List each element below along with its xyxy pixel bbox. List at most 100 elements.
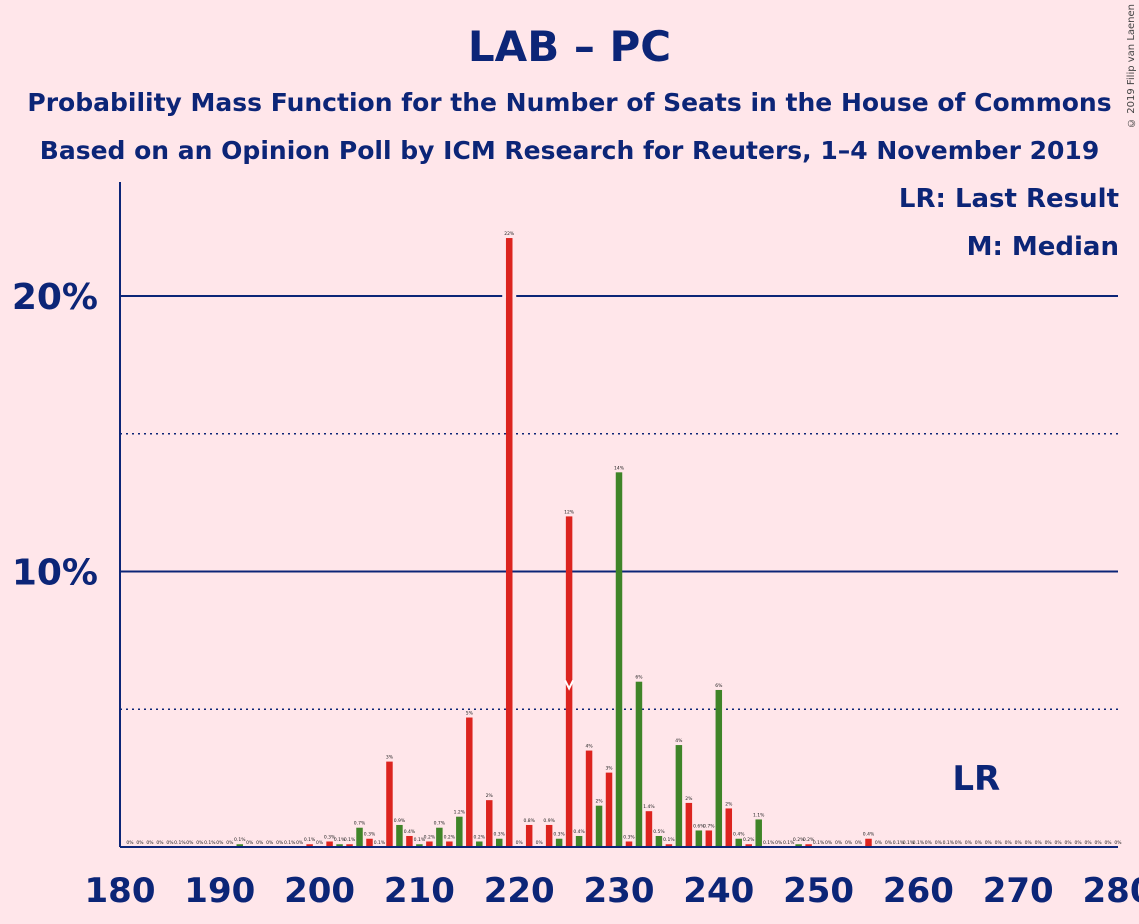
bar-value-label: 0% xyxy=(1084,840,1092,846)
bar-value-label: 0.1% xyxy=(763,840,775,846)
bar-value-label: 0.2% xyxy=(803,837,815,843)
bar xyxy=(565,516,573,847)
bar-value-label: 0% xyxy=(296,840,304,846)
bar xyxy=(436,827,443,847)
bar-value-label: 0.2% xyxy=(743,837,755,843)
bar xyxy=(715,689,723,847)
bar-value-label: 0% xyxy=(246,840,254,846)
bar-value-label: 2% xyxy=(685,796,693,802)
bar-value-label: 0.2% xyxy=(444,834,456,840)
bar-value-label: 0.4% xyxy=(404,829,416,835)
bar-value-label: 12% xyxy=(564,509,575,515)
bar-value-label: 0.2% xyxy=(474,834,486,840)
bar xyxy=(545,824,553,847)
bar-value-label: 0.1% xyxy=(374,840,386,846)
bar-value-label: 0% xyxy=(955,840,963,846)
bar-value-label: 0% xyxy=(126,840,134,846)
bar-value-label: 0% xyxy=(1104,840,1112,846)
bar xyxy=(356,827,363,847)
bar-value-label: 0.8% xyxy=(523,818,535,824)
bar-value-label: 3% xyxy=(605,766,613,772)
bar-value-label: 0.5% xyxy=(653,829,665,835)
bar-value-label: 0.3% xyxy=(324,834,336,840)
bar xyxy=(336,844,343,847)
bar xyxy=(595,805,603,847)
bar-value-label: 0% xyxy=(146,840,154,846)
bar-value-label: 0.1% xyxy=(893,840,905,846)
bar-value-label: 0.3% xyxy=(494,832,506,838)
bar xyxy=(446,841,453,847)
bar-value-label: 0.2% xyxy=(793,837,805,843)
x-tick-label: 220 xyxy=(484,871,555,911)
bar xyxy=(236,844,244,847)
bar xyxy=(366,838,373,847)
bar xyxy=(605,772,613,847)
bar xyxy=(416,844,423,847)
bar-value-label: 14% xyxy=(614,465,625,471)
bar-value-label: 0.3% xyxy=(623,834,635,840)
bar-value-label: 0% xyxy=(516,840,524,846)
bar-value-label: 0.1% xyxy=(284,840,296,846)
bar xyxy=(725,808,733,847)
last-result-marker: LR xyxy=(952,759,1000,799)
bar-value-label: 0.1% xyxy=(783,840,795,846)
median-marker xyxy=(564,680,574,691)
bar-value-label: 5% xyxy=(466,711,474,717)
bar-value-label: 0% xyxy=(186,840,194,846)
bar-value-label: 0% xyxy=(775,840,783,846)
bar xyxy=(665,844,673,847)
bar-value-label: 0% xyxy=(875,840,883,846)
bar-value-label: 0% xyxy=(1055,840,1063,846)
bar-value-label: 0% xyxy=(1065,840,1073,846)
bar xyxy=(745,844,752,847)
bar-value-label: 0% xyxy=(166,840,174,846)
bar-value-label: 2% xyxy=(725,801,733,807)
bar xyxy=(525,824,533,847)
bar-value-label: 0% xyxy=(276,840,284,846)
bar-value-label: 0.4% xyxy=(863,832,875,838)
bar-value-label: 2% xyxy=(595,799,603,805)
bar xyxy=(486,800,493,847)
bar xyxy=(396,824,403,847)
bar-value-label: 0.3% xyxy=(553,832,565,838)
bar xyxy=(346,844,353,847)
bar xyxy=(685,802,693,847)
bar-value-label: 0.1% xyxy=(334,837,346,843)
bar-value-label: 2% xyxy=(486,793,494,799)
bar-value-label: 3% xyxy=(386,755,394,761)
bar xyxy=(406,835,413,847)
y-tick-label: 20% xyxy=(12,277,98,318)
bar xyxy=(805,844,812,847)
x-tick-label: 280 xyxy=(1083,871,1139,911)
bar-value-label: 0.7% xyxy=(434,821,446,827)
x-tick-label: 250 xyxy=(783,871,854,911)
bar xyxy=(755,819,762,847)
bar xyxy=(645,811,653,847)
bar xyxy=(466,717,473,847)
legend-last-result: LR: Last Result xyxy=(898,184,1119,214)
bar xyxy=(505,238,513,847)
bar-value-label: 0% xyxy=(885,840,893,846)
bar-value-label: 6% xyxy=(635,675,643,681)
chart-title: LAB – PC xyxy=(467,22,672,71)
bar-value-label: 0% xyxy=(1114,840,1122,846)
x-tick-label: 240 xyxy=(683,871,754,911)
bar-value-label: 0.1% xyxy=(913,840,925,846)
bar xyxy=(555,838,563,847)
bar-value-label: 0% xyxy=(536,840,544,846)
bar xyxy=(655,835,663,847)
bar-value-label: 0% xyxy=(995,840,1003,846)
bar-value-label: 0% xyxy=(256,840,264,846)
bar-value-label: 1.1% xyxy=(753,812,765,818)
bar-value-label: 0.9% xyxy=(394,818,406,824)
bar-value-label: 0% xyxy=(965,840,973,846)
x-tick-label: 230 xyxy=(584,871,655,911)
bar-value-label: 0.7% xyxy=(354,821,366,827)
bar-value-label: 0% xyxy=(975,840,983,846)
bar-value-label: 0.1% xyxy=(903,840,915,846)
bar-value-label: 6% xyxy=(715,683,723,689)
bar-value-label: 0.1% xyxy=(414,837,426,843)
chart-subtitle-1: Probability Mass Function for the Number… xyxy=(27,88,1112,117)
bar-value-label: 0% xyxy=(935,840,943,846)
